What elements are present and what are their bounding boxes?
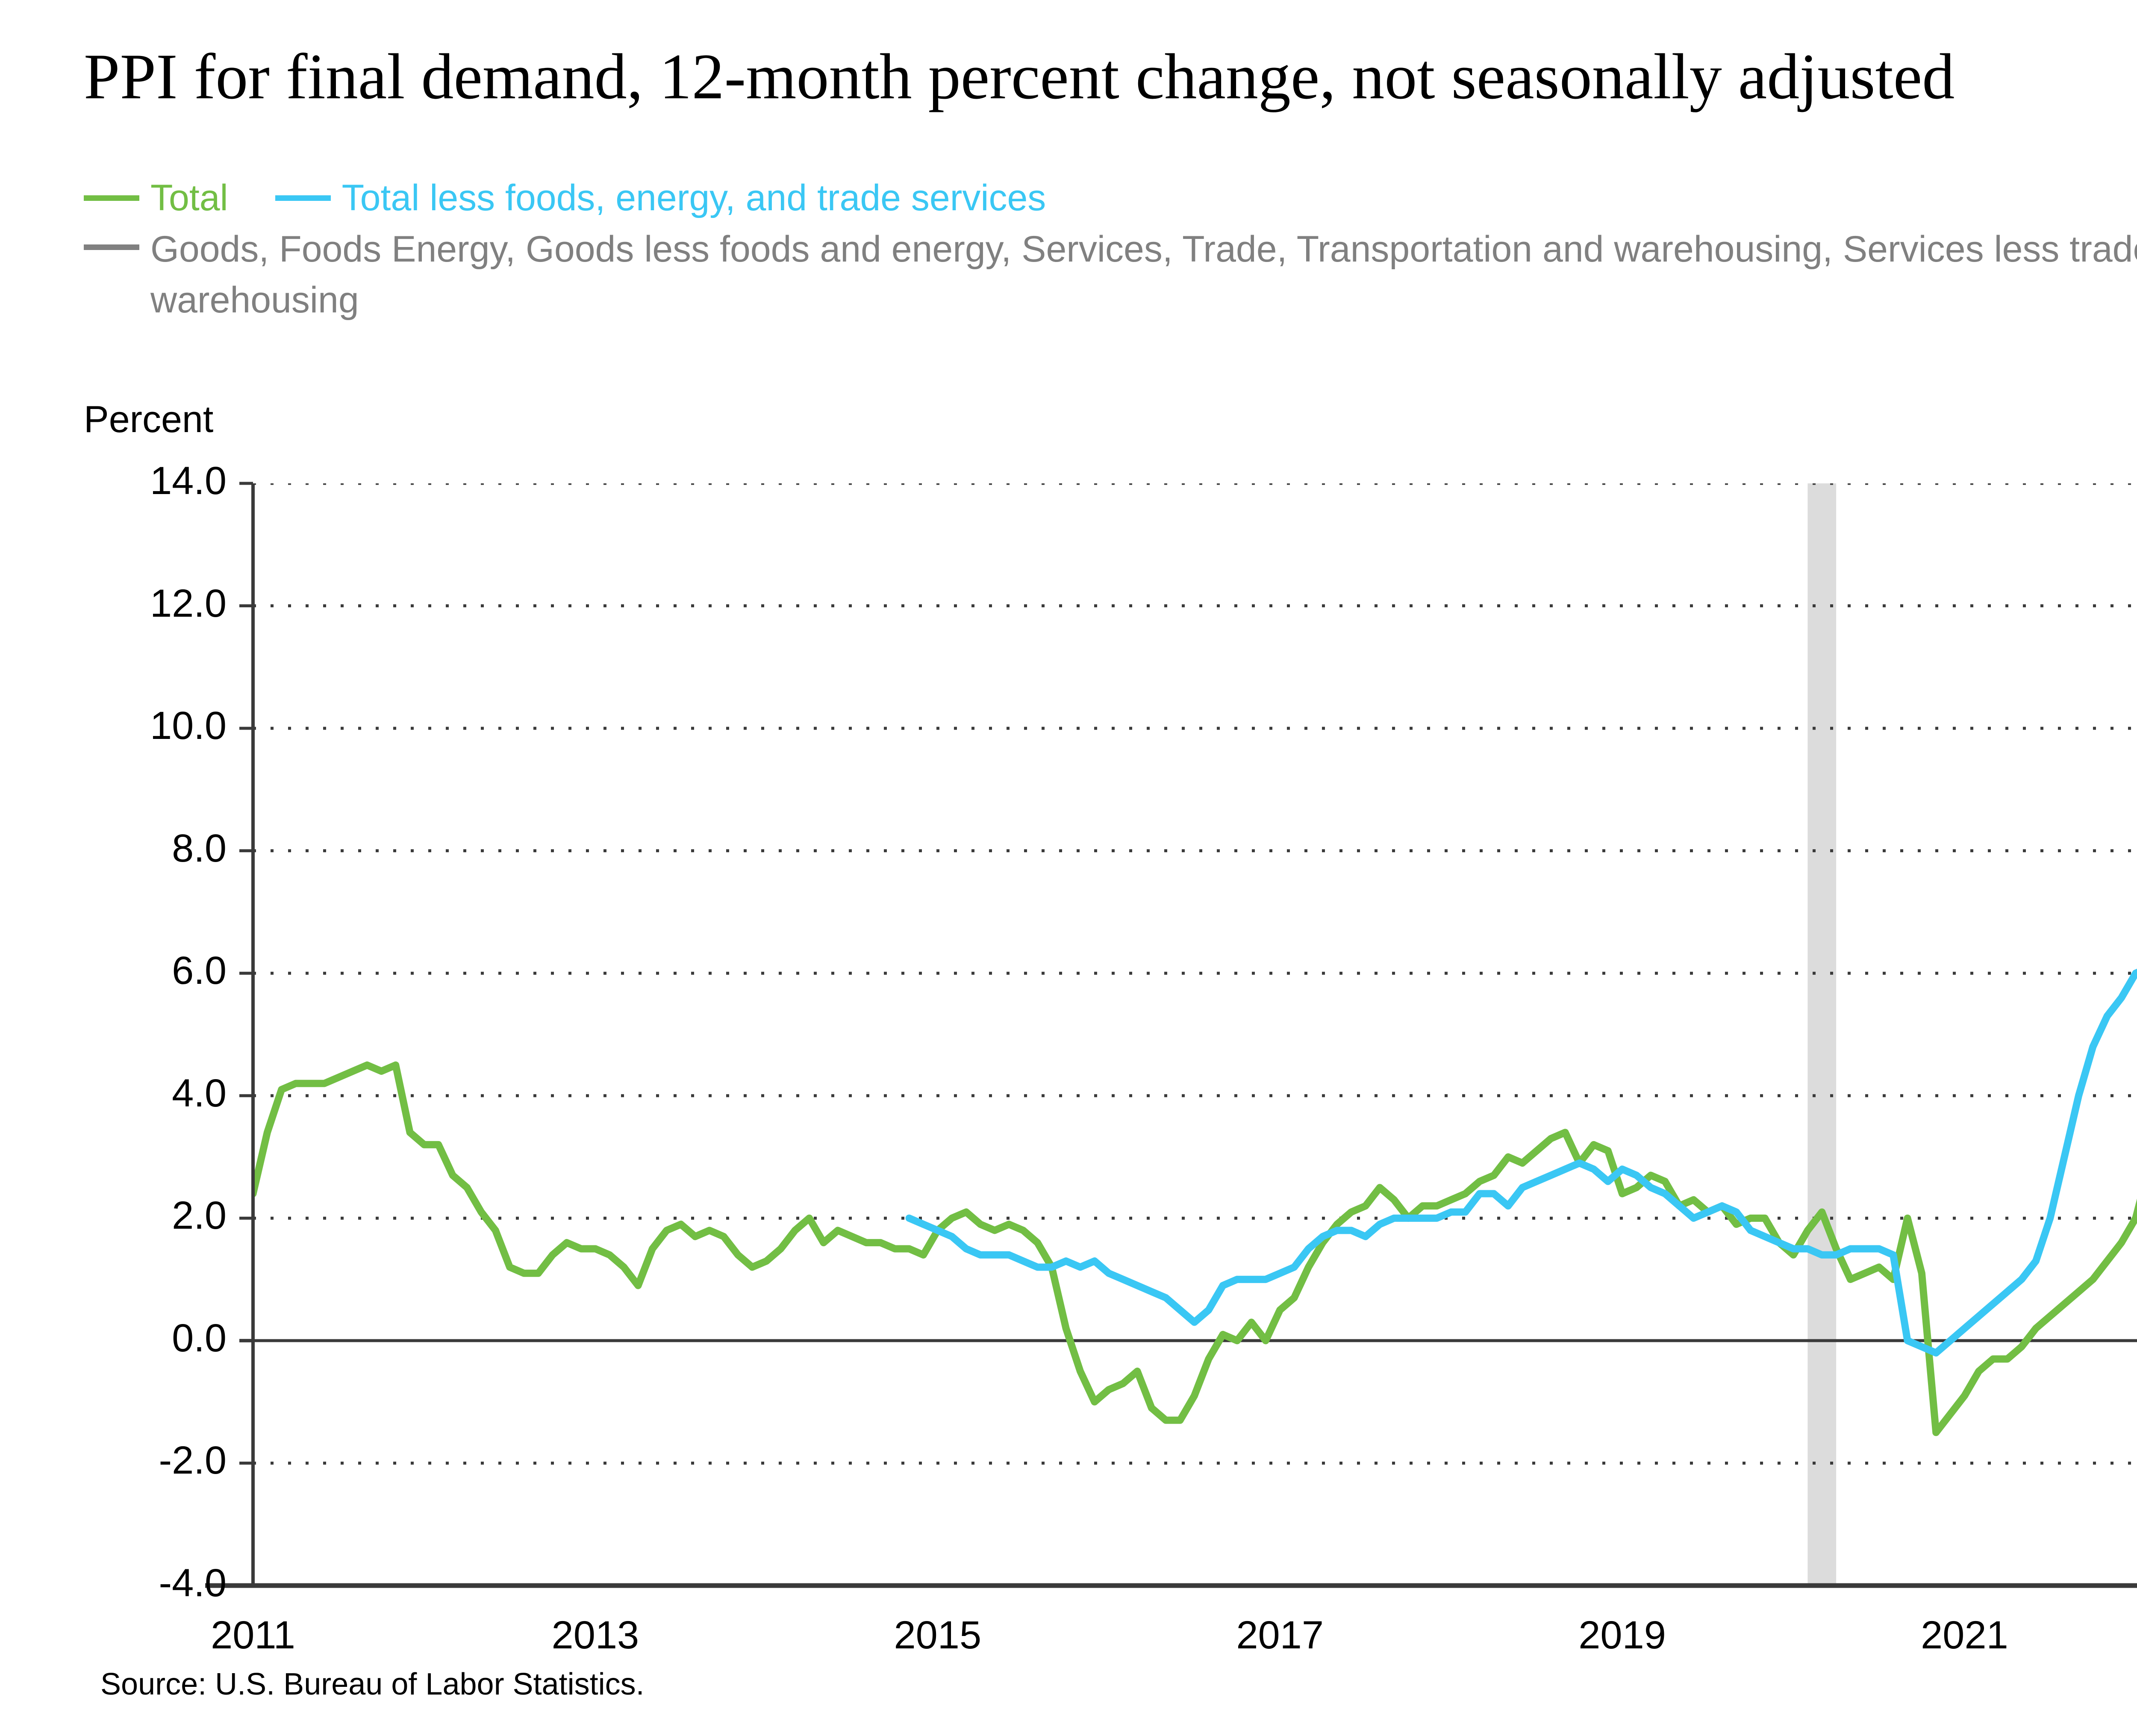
legend-label-total: Total xyxy=(150,177,228,218)
y-tick-label: 14.0 xyxy=(150,459,227,503)
y-tick-marks xyxy=(239,482,253,1587)
y-tick-label: 8.0 xyxy=(172,826,227,870)
series-line xyxy=(253,1061,2137,1436)
x-tick-label: 2013 xyxy=(551,1613,639,1657)
y-tick-label: -4.0 xyxy=(159,1561,227,1605)
chart-legend: Total Total less foods, energy, and trad… xyxy=(84,179,2137,325)
legend-line-swatch-total-icon xyxy=(84,195,139,201)
y-axis-title: Percent xyxy=(84,398,214,440)
legend-line-swatch-core-icon xyxy=(275,195,331,201)
legend-row-primary: Total Total less foods, energy, and trad… xyxy=(84,179,2137,216)
y-tick-label: -2.0 xyxy=(159,1439,227,1483)
legend-line-swatch-other-icon xyxy=(84,244,139,250)
x-tick-label: 2011 xyxy=(211,1613,295,1657)
legend-row-other[interactable]: Goods, Foods Energy, Goods less foods an… xyxy=(84,224,2137,325)
source-note: Source: U.S. Bureau of Labor Statistics. xyxy=(100,1667,645,1701)
y-tick-label: 6.0 xyxy=(172,949,227,993)
y-tick-label: 4.0 xyxy=(172,1071,227,1115)
recession-shading xyxy=(1807,483,1837,1586)
x-tick-label: 2019 xyxy=(1578,1613,1666,1657)
legend-item-core[interactable]: Total less foods, energy, and trade serv… xyxy=(275,179,1046,216)
y-tick-label: 2.0 xyxy=(172,1194,227,1238)
x-tick-label: 2017 xyxy=(1236,1613,1324,1657)
series-lines xyxy=(253,968,2137,1436)
series-line xyxy=(905,968,2137,1357)
x-tick-label: 2015 xyxy=(894,1613,982,1657)
y-tick-label: 10.0 xyxy=(150,704,227,748)
y-tick-label: 0.0 xyxy=(172,1316,227,1360)
gridlines xyxy=(253,483,2137,1586)
x-tick-label: 2021 xyxy=(1921,1613,2008,1657)
y-tick-label: 12.0 xyxy=(150,581,227,625)
legend-label-other: Goods, Foods Energy, Goods less foods an… xyxy=(150,229,2137,321)
legend-item-total[interactable]: Total xyxy=(84,179,228,216)
page-title: PPI for final demand, 12-month percent c… xyxy=(84,41,1955,112)
legend-label-core: Total less foods, energy, and trade serv… xyxy=(341,177,1046,218)
chart-plot-area xyxy=(253,483,2137,1586)
